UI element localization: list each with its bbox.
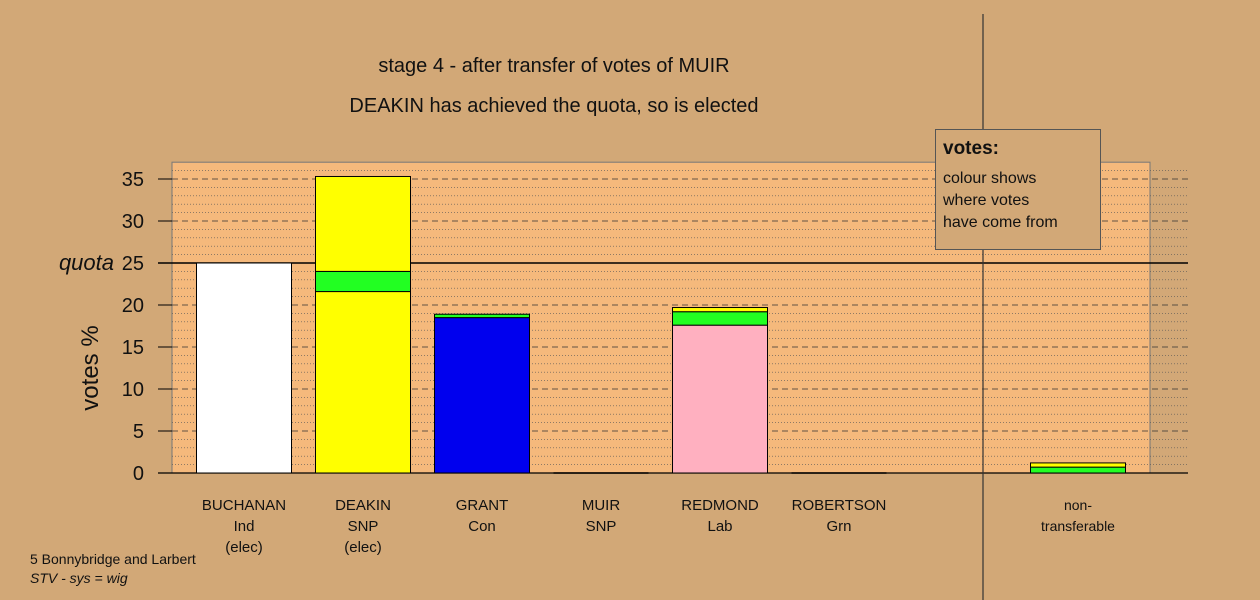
candidate-party-label: Grn — [826, 518, 851, 535]
candidate-name-label: BUCHANAN — [202, 497, 286, 514]
legend-title: votes: — [943, 138, 999, 159]
quota-label: quota — [59, 250, 114, 275]
nontransferable-label: transferable — [1041, 518, 1115, 534]
candidate-party-label: SNP — [348, 518, 379, 535]
candidate-name-label: MUIR — [582, 497, 620, 514]
legend-line: have come from — [943, 214, 1058, 231]
y-tick-label: 15 — [122, 337, 144, 359]
bar-segment — [434, 317, 530, 474]
footer-constituency: 5 Bonnybridge and Larbert — [30, 551, 196, 567]
candidate-party-label: Ind — [234, 518, 255, 535]
bar-segment — [315, 175, 411, 272]
candidate-name-label: ROBERTSON — [792, 497, 887, 514]
candidate-party-label: SNP — [586, 518, 617, 535]
legend-box: votes: colour shows where votes have com… — [935, 129, 1101, 250]
candidate-name-label: DEAKIN — [335, 497, 391, 514]
bar-segment — [315, 270, 411, 293]
bar-segment — [672, 311, 768, 326]
candidate-name-label: REDMOND — [681, 497, 759, 514]
y-tick-label: 10 — [122, 379, 144, 401]
candidate-party-label: Con — [468, 518, 496, 535]
nontransferable-bar-segment — [1030, 466, 1126, 474]
candidate-status-label: (elec) — [344, 539, 382, 556]
footer-system: STV - sys = wig — [30, 570, 128, 586]
y-tick-label: 30 — [122, 211, 144, 233]
bar-segment — [672, 324, 768, 474]
bar-segment — [196, 262, 292, 474]
candidate-name-label: GRANT — [456, 497, 509, 514]
nontransferable-bar-segment — [1030, 462, 1126, 468]
y-tick-label: 5 — [133, 421, 144, 443]
candidate-status-label: (elec) — [225, 539, 263, 556]
y-tick-label: 35 — [122, 169, 144, 191]
bar-segment — [434, 313, 530, 319]
chart-subtitle: DEAKIN has achieved the quota, so is ele… — [349, 95, 759, 117]
nontransferable-label: non- — [1064, 497, 1092, 513]
y-axis-label: votes % — [77, 325, 104, 410]
legend-line: where votes — [943, 192, 1030, 209]
chart-title: stage 4 - after transfer of votes of MUI… — [378, 55, 730, 77]
y-tick-label: 25 — [122, 253, 144, 275]
legend-line: colour shows — [943, 170, 1037, 187]
candidate-party-label: Lab — [707, 518, 732, 535]
y-tick-label: 20 — [122, 295, 144, 317]
y-tick-label: 0 — [133, 463, 144, 485]
bar-segment — [672, 307, 768, 313]
bar-segment — [315, 291, 411, 474]
